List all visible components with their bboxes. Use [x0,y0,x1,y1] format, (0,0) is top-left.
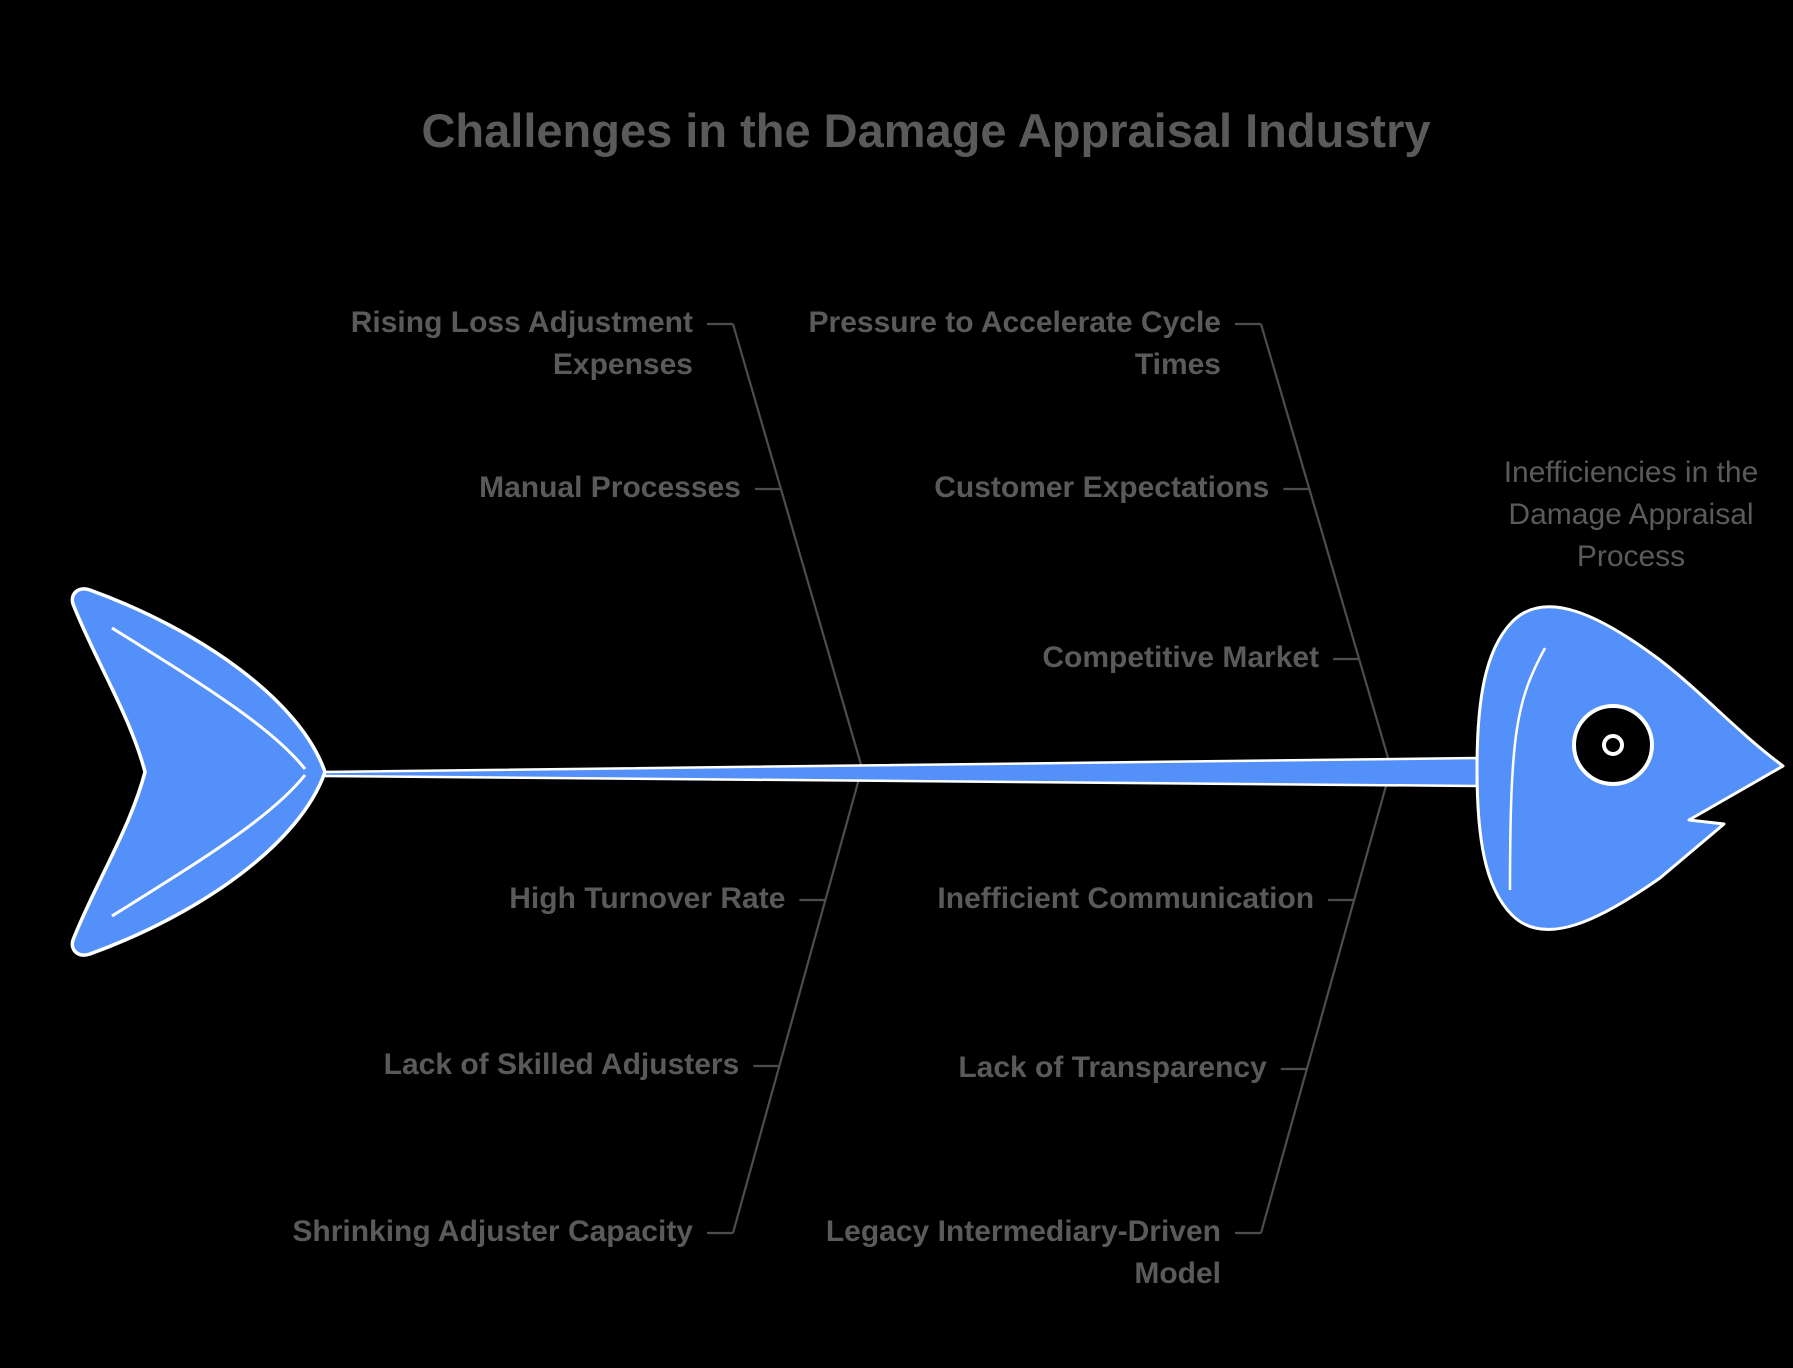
svg-text:Times: Times [1135,348,1221,381]
svg-text:Rising Loss Adjustment: Rising Loss Adjustment [351,306,693,339]
svg-text:Customer Expectations: Customer Expectations [934,471,1269,504]
svg-text:Inefficient Communication: Inefficient Communication [937,882,1314,915]
svg-text:Expenses: Expenses [553,348,693,381]
svg-text:Model: Model [1134,1257,1221,1290]
svg-text:Lack of Transparency: Lack of Transparency [958,1051,1267,1084]
svg-text:Damage Appraisal: Damage Appraisal [1508,498,1753,531]
svg-text:Legacy Intermediary-Driven: Legacy Intermediary-Driven [826,1215,1221,1248]
svg-text:Shrinking Adjuster Capacity: Shrinking Adjuster Capacity [292,1215,693,1248]
svg-text:Pressure to Accelerate Cycle: Pressure to Accelerate Cycle [809,306,1221,339]
svg-text:Competitive Market: Competitive Market [1042,641,1319,674]
svg-text:Challenges in the Damage Appra: Challenges in the Damage Appraisal Indus… [421,104,1430,157]
svg-text:Process: Process [1577,540,1685,573]
svg-text:Inefficiencies in the: Inefficiencies in the [1504,456,1759,489]
svg-text:High Turnover Rate: High Turnover Rate [509,882,785,915]
svg-text:Lack of Skilled Adjusters: Lack of Skilled Adjusters [384,1048,740,1081]
svg-text:Manual Processes: Manual Processes [479,471,741,504]
